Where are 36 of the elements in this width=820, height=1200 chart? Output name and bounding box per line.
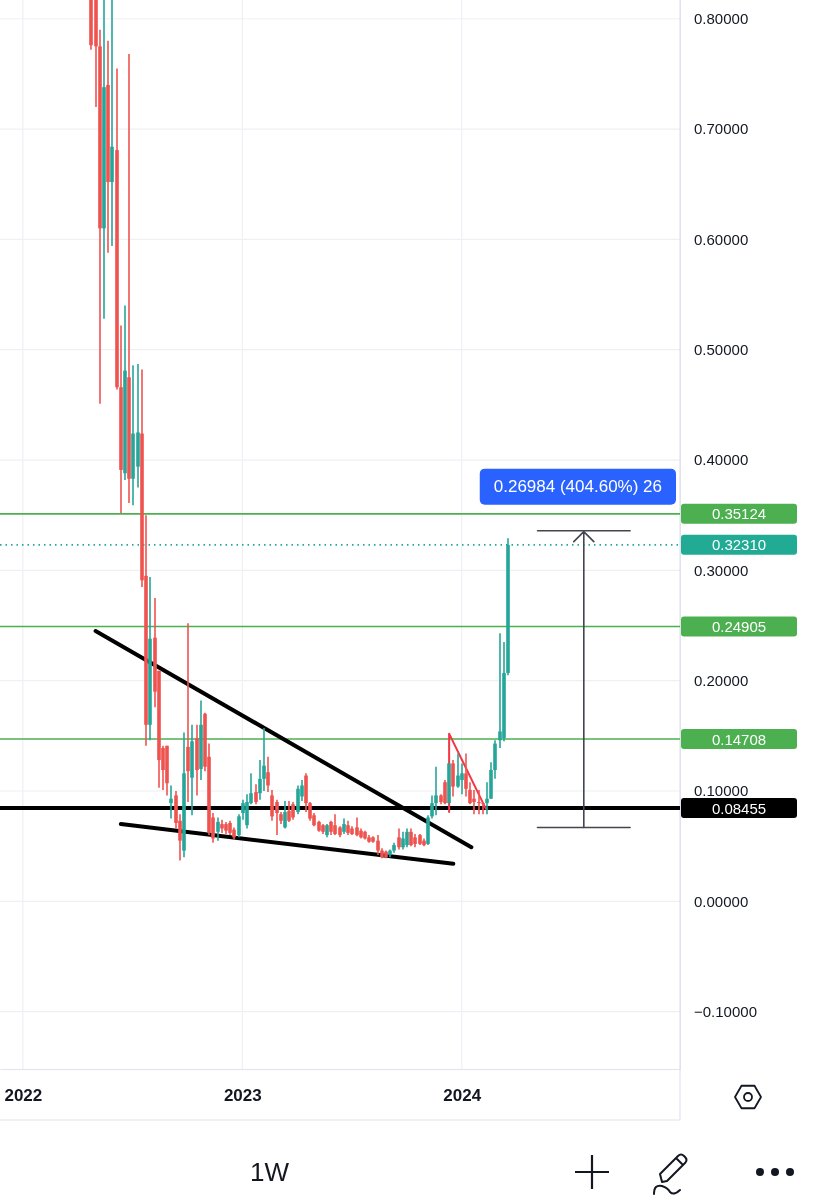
candlestick: [254, 783, 258, 806]
ref-line-label: 0.35124: [711, 505, 767, 523]
y-tick-label: 0.20000: [694, 671, 749, 689]
ref-line-label: 0.24905: [711, 618, 767, 636]
y-tick-label: 0.10000: [694, 782, 749, 800]
y-tick-label: 0.60000: [694, 230, 749, 248]
candlestick: [498, 632, 502, 749]
x-tick-label: 2023: [223, 1086, 262, 1106]
text: 1W: [250, 1157, 290, 1187]
y-tick-label: 0.40000: [694, 451, 749, 469]
annotation: 0.26984 (404.60%) 26: [493, 477, 662, 497]
candlestick: [283, 800, 287, 830]
candlestick: [443, 779, 447, 806]
candlestick: [397, 827, 401, 851]
y-tick-label: 0.70000: [694, 120, 749, 138]
candlestick: [287, 800, 291, 823]
ref-line-label: 0.32310: [711, 536, 767, 554]
candlestick: [186, 622, 190, 803]
candlestick: [216, 816, 220, 842]
y-tick-label: 0.00000: [694, 892, 749, 910]
y-tick-label: 0.50000: [694, 341, 749, 359]
ref-line-label: 0.14708: [711, 730, 767, 748]
candlestick: [434, 765, 438, 817]
candlestick: [472, 789, 476, 815]
candlestick: [477, 789, 481, 815]
y-tick-label: 0.30000: [694, 561, 749, 579]
x-tick-label: 2022: [4, 1086, 43, 1106]
ref-line-label: 0.08455: [711, 799, 767, 817]
y-tick-label: 0.80000: [694, 10, 749, 28]
candlestick: [451, 759, 455, 798]
candlestick: [296, 784, 300, 815]
candlestick: [266, 755, 270, 793]
x-tick-label: 2024: [443, 1086, 482, 1106]
candlestick: [169, 784, 173, 820]
candlestick: [405, 827, 409, 849]
y-tick-label: −0.10000: [694, 1002, 757, 1020]
